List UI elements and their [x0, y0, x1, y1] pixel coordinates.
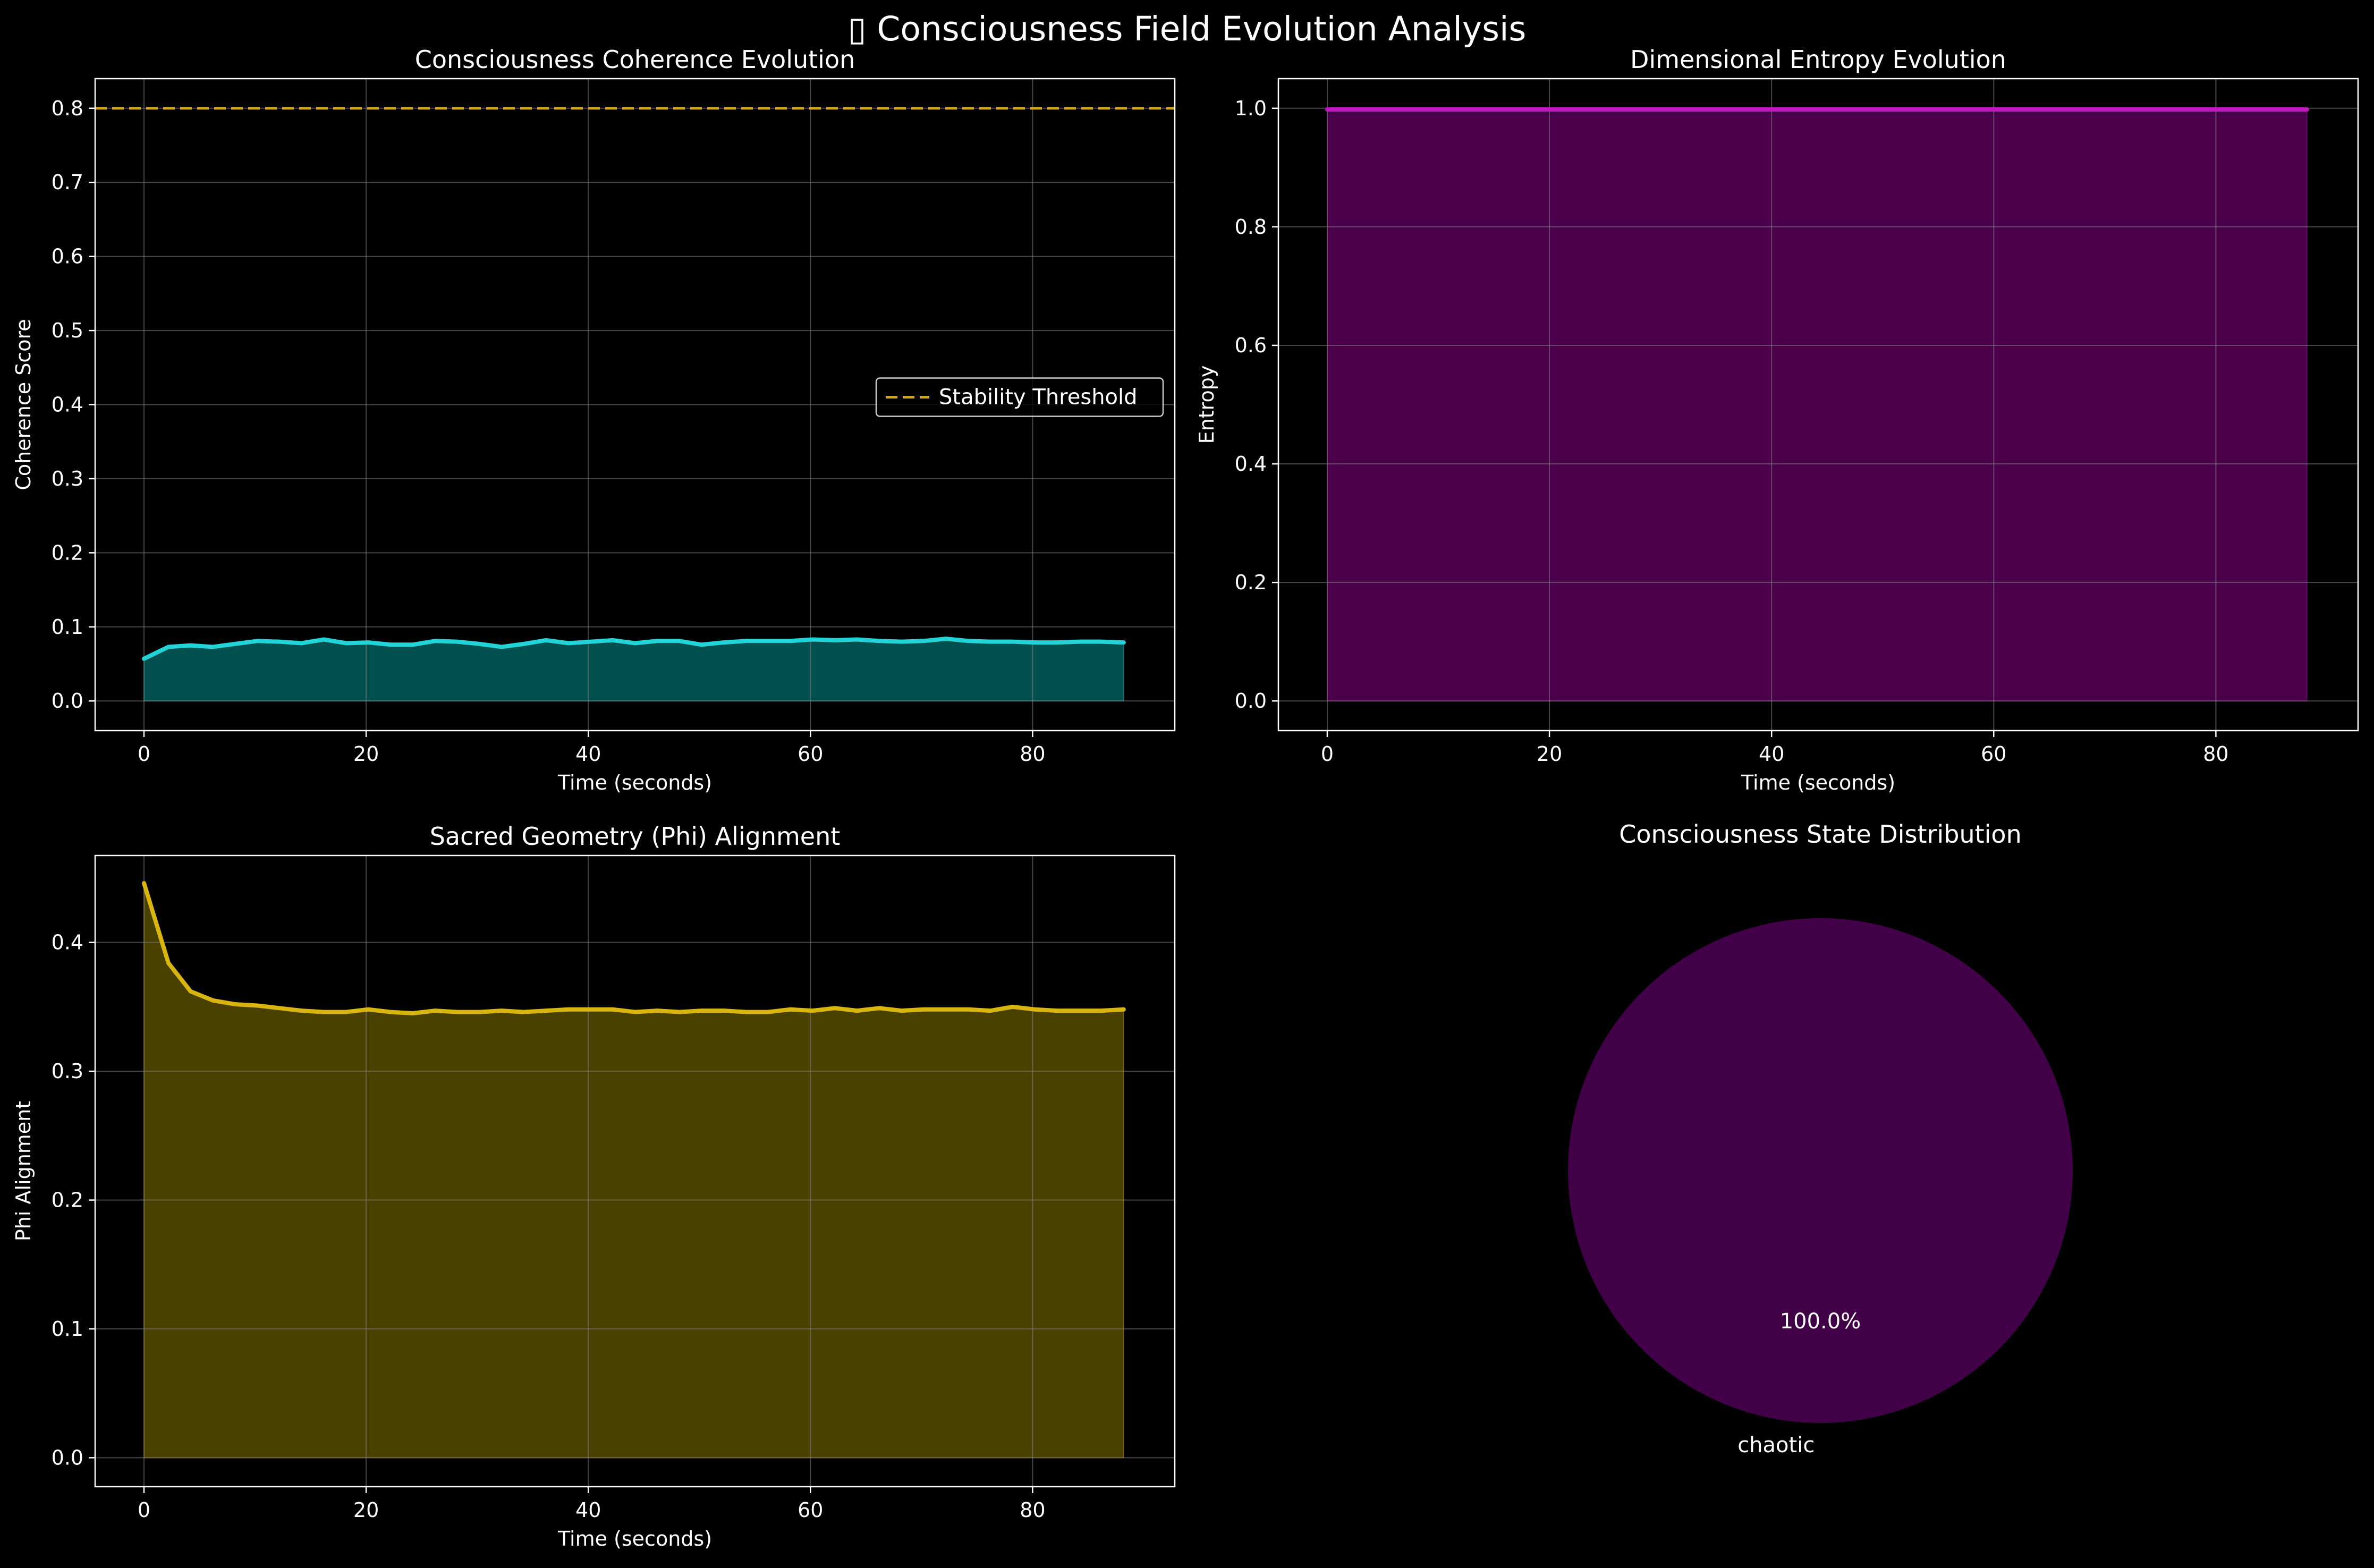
coherence-legend: Stability Threshold — [875, 377, 1164, 417]
figure-title: ▯ Consciousness Field Evolution Analysis — [848, 10, 1527, 48]
entropy-y-tick-label: 0.6 — [1235, 334, 1267, 357]
state-distribution-pie-panel: 100.0% chaotic Consciousness State Distrib… — [1568, 820, 2073, 1457]
entropy-y-tick-label: 1.0 — [1235, 97, 1267, 120]
phi-series-line — [141, 881, 1126, 1015]
coherence-y-tick-label: 0.7 — [52, 171, 83, 194]
coherence-x-tick-label: 80 — [1020, 742, 1045, 766]
phi-x-tick-label: 20 — [353, 1498, 379, 1522]
coherence-y-tick-label: 0.6 — [52, 245, 83, 268]
phi-y-tick-label: 0.4 — [52, 931, 83, 954]
entropy-x-tick-label: 60 — [1981, 742, 2006, 766]
entropy-x-tick-label: 0 — [1321, 742, 1334, 766]
coherence-y-tick-label: 0.5 — [52, 319, 83, 342]
entropy-y-axis-label: Entropy — [1195, 366, 1218, 444]
coherence-y-tick-label: 0.2 — [52, 541, 83, 564]
entropy-x-tick-label: 20 — [1537, 742, 1562, 766]
pie-category-label: chaotic — [1737, 1433, 1815, 1457]
phi-y-tick-label: 0.3 — [52, 1060, 83, 1083]
coherence-y-tick-label: 0.3 — [52, 467, 83, 490]
phi-axes-frame — [94, 854, 1176, 1488]
coherence-title: Consciousness Coherence Evolution — [415, 45, 855, 74]
phi-y-tick-label: 0.2 — [52, 1189, 83, 1212]
coherence-area-fill — [143, 638, 1124, 702]
phi-x-tick-label: 80 — [1020, 1498, 1045, 1522]
pie-title: Consciousness State Distribution — [1619, 820, 2021, 849]
coherence-chart-panel: 0 20 40 60 80 0.0 0.1 0.2 0.3 0.4 0.5 0.6 0.7 0.8 Cons… — [12, 45, 1176, 794]
coherence-x-tick-label: 0 — [138, 742, 150, 766]
phi-y-tick-label: 0.0 — [52, 1446, 83, 1469]
phi-y-axis-label: Phi Alignment — [12, 1101, 35, 1241]
phi-x-tick-label: 0 — [138, 1498, 150, 1522]
entropy-title: Dimensional Entropy Evolution — [1630, 45, 2006, 74]
coherence-y-axis-label: Coherence Score — [12, 319, 35, 490]
coherence-legend-box — [875, 377, 1164, 417]
phi-chart-panel: 0 20 40 60 80 0.0 0.1 0.2 0.3 0.4 Sacred Geometry … — [12, 822, 1176, 1550]
coherence-x-tick-label: 60 — [798, 742, 823, 766]
phi-x-tick-label: 40 — [575, 1498, 601, 1522]
coherence-y-tick-label: 0.0 — [52, 689, 83, 713]
coherence-y-tick-label: 0.8 — [52, 97, 83, 120]
entropy-y-tick-label: 0.8 — [1235, 215, 1267, 239]
entropy-x-tick-label: 80 — [2203, 742, 2228, 766]
entropy-x-tick-label: 40 — [1759, 742, 1784, 766]
coherence-series-line — [141, 637, 1126, 661]
entropy-chart-panel: 0 20 40 60 80 0.0 0.2 0.4 0.6 0.8 1.0 Dimensional E… — [1195, 45, 2359, 794]
coherence-y-tick-label: 0.4 — [52, 393, 83, 417]
entropy-y-tick-label: 0.0 — [1235, 689, 1267, 713]
coherence-x-tick-label: 40 — [575, 742, 601, 766]
phi-y-tick-label: 0.1 — [52, 1317, 83, 1341]
pie-slice-chaotic — [1568, 918, 2073, 1423]
entropy-x-axis-label: Time (seconds) — [1741, 771, 1895, 794]
coherence-x-tick-label: 20 — [353, 742, 379, 766]
coherence-legend-label: Stability Threshold — [939, 385, 1138, 410]
entropy-y-tick-label: 0.2 — [1235, 571, 1267, 594]
entropy-axes-frame — [1277, 78, 2359, 732]
pie-percent-label: 100.0% — [1780, 1309, 1861, 1334]
phi-x-tick-label: 60 — [798, 1498, 823, 1522]
entropy-y-tick-label: 0.4 — [1235, 452, 1267, 476]
phi-title: Sacred Geometry (Phi) Alignment — [430, 822, 841, 851]
coherence-y-tick-label: 0.1 — [52, 615, 83, 639]
phi-x-axis-label: Time (seconds) — [557, 1527, 712, 1550]
coherence-x-axis-label: Time (seconds) — [557, 771, 712, 794]
entropy-area-fill — [1326, 109, 2308, 702]
